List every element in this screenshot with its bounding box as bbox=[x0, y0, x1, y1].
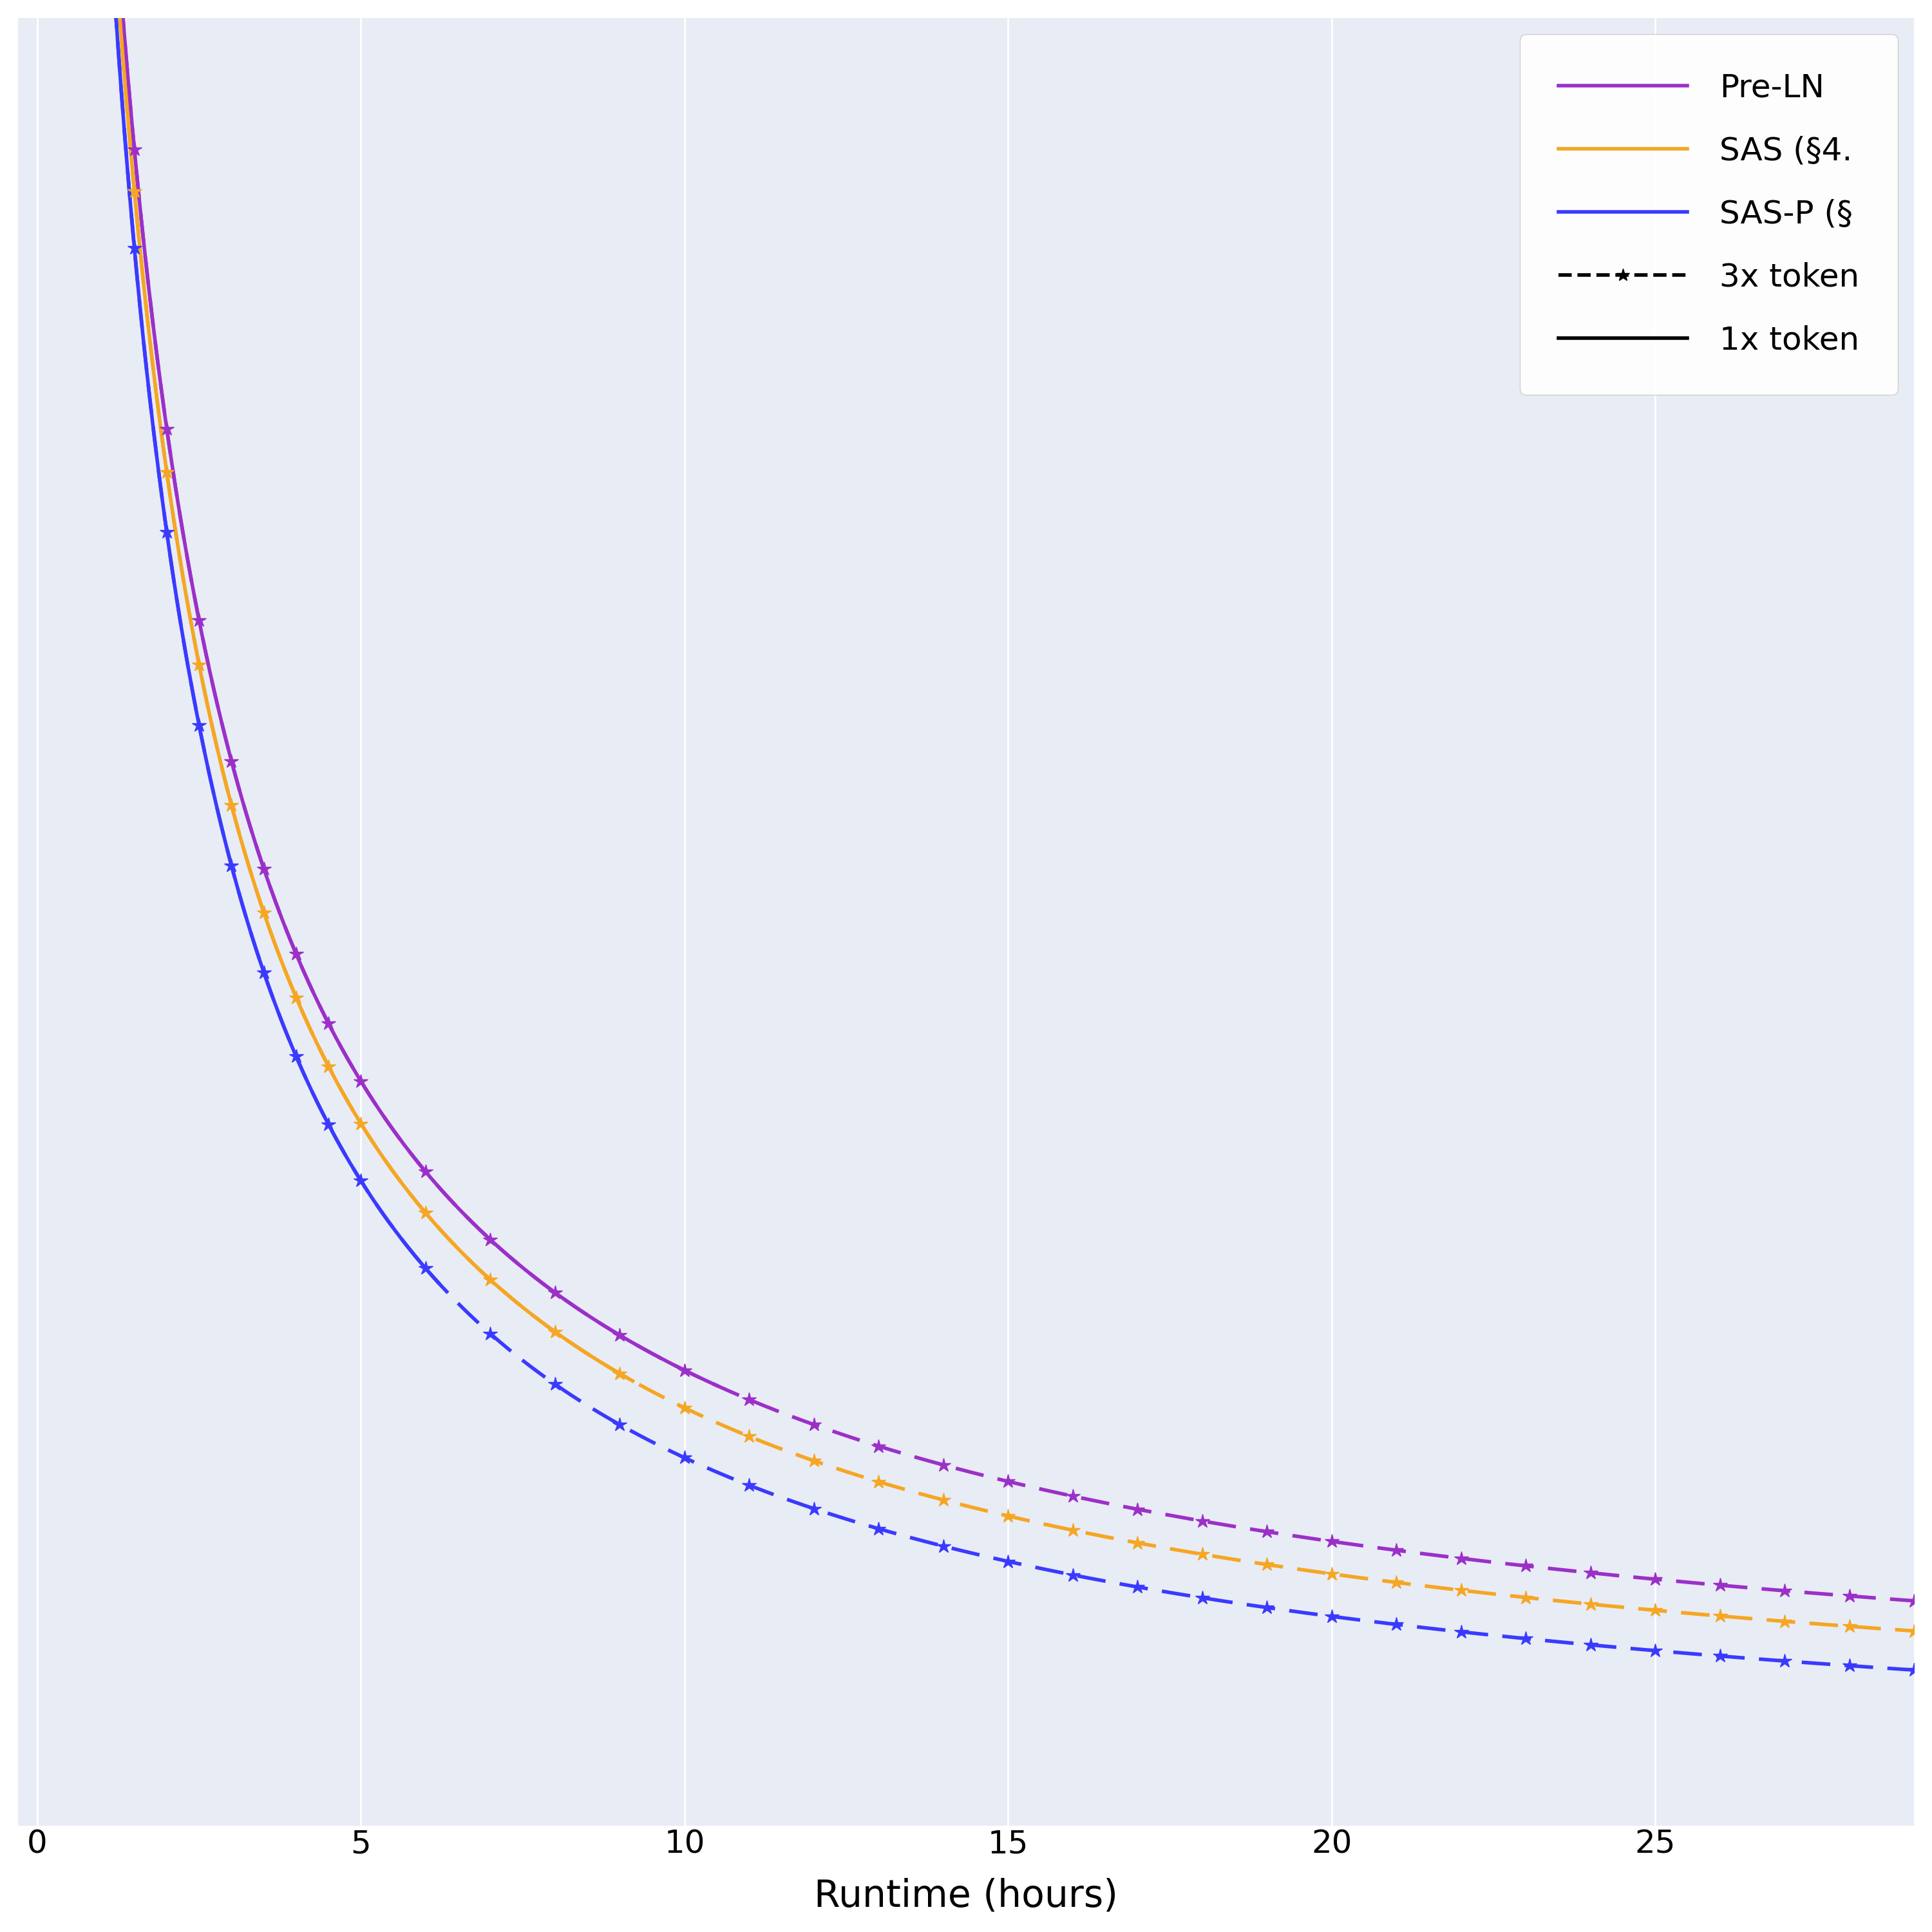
X-axis label: Runtime (hours): Runtime (hours) bbox=[813, 1878, 1119, 1915]
Legend: Pre-LN, SAS (§4., SAS-P (§, 3x token, 1x token: Pre-LN, SAS (§4., SAS-P (§, 3x token, 1x… bbox=[1520, 35, 1897, 394]
